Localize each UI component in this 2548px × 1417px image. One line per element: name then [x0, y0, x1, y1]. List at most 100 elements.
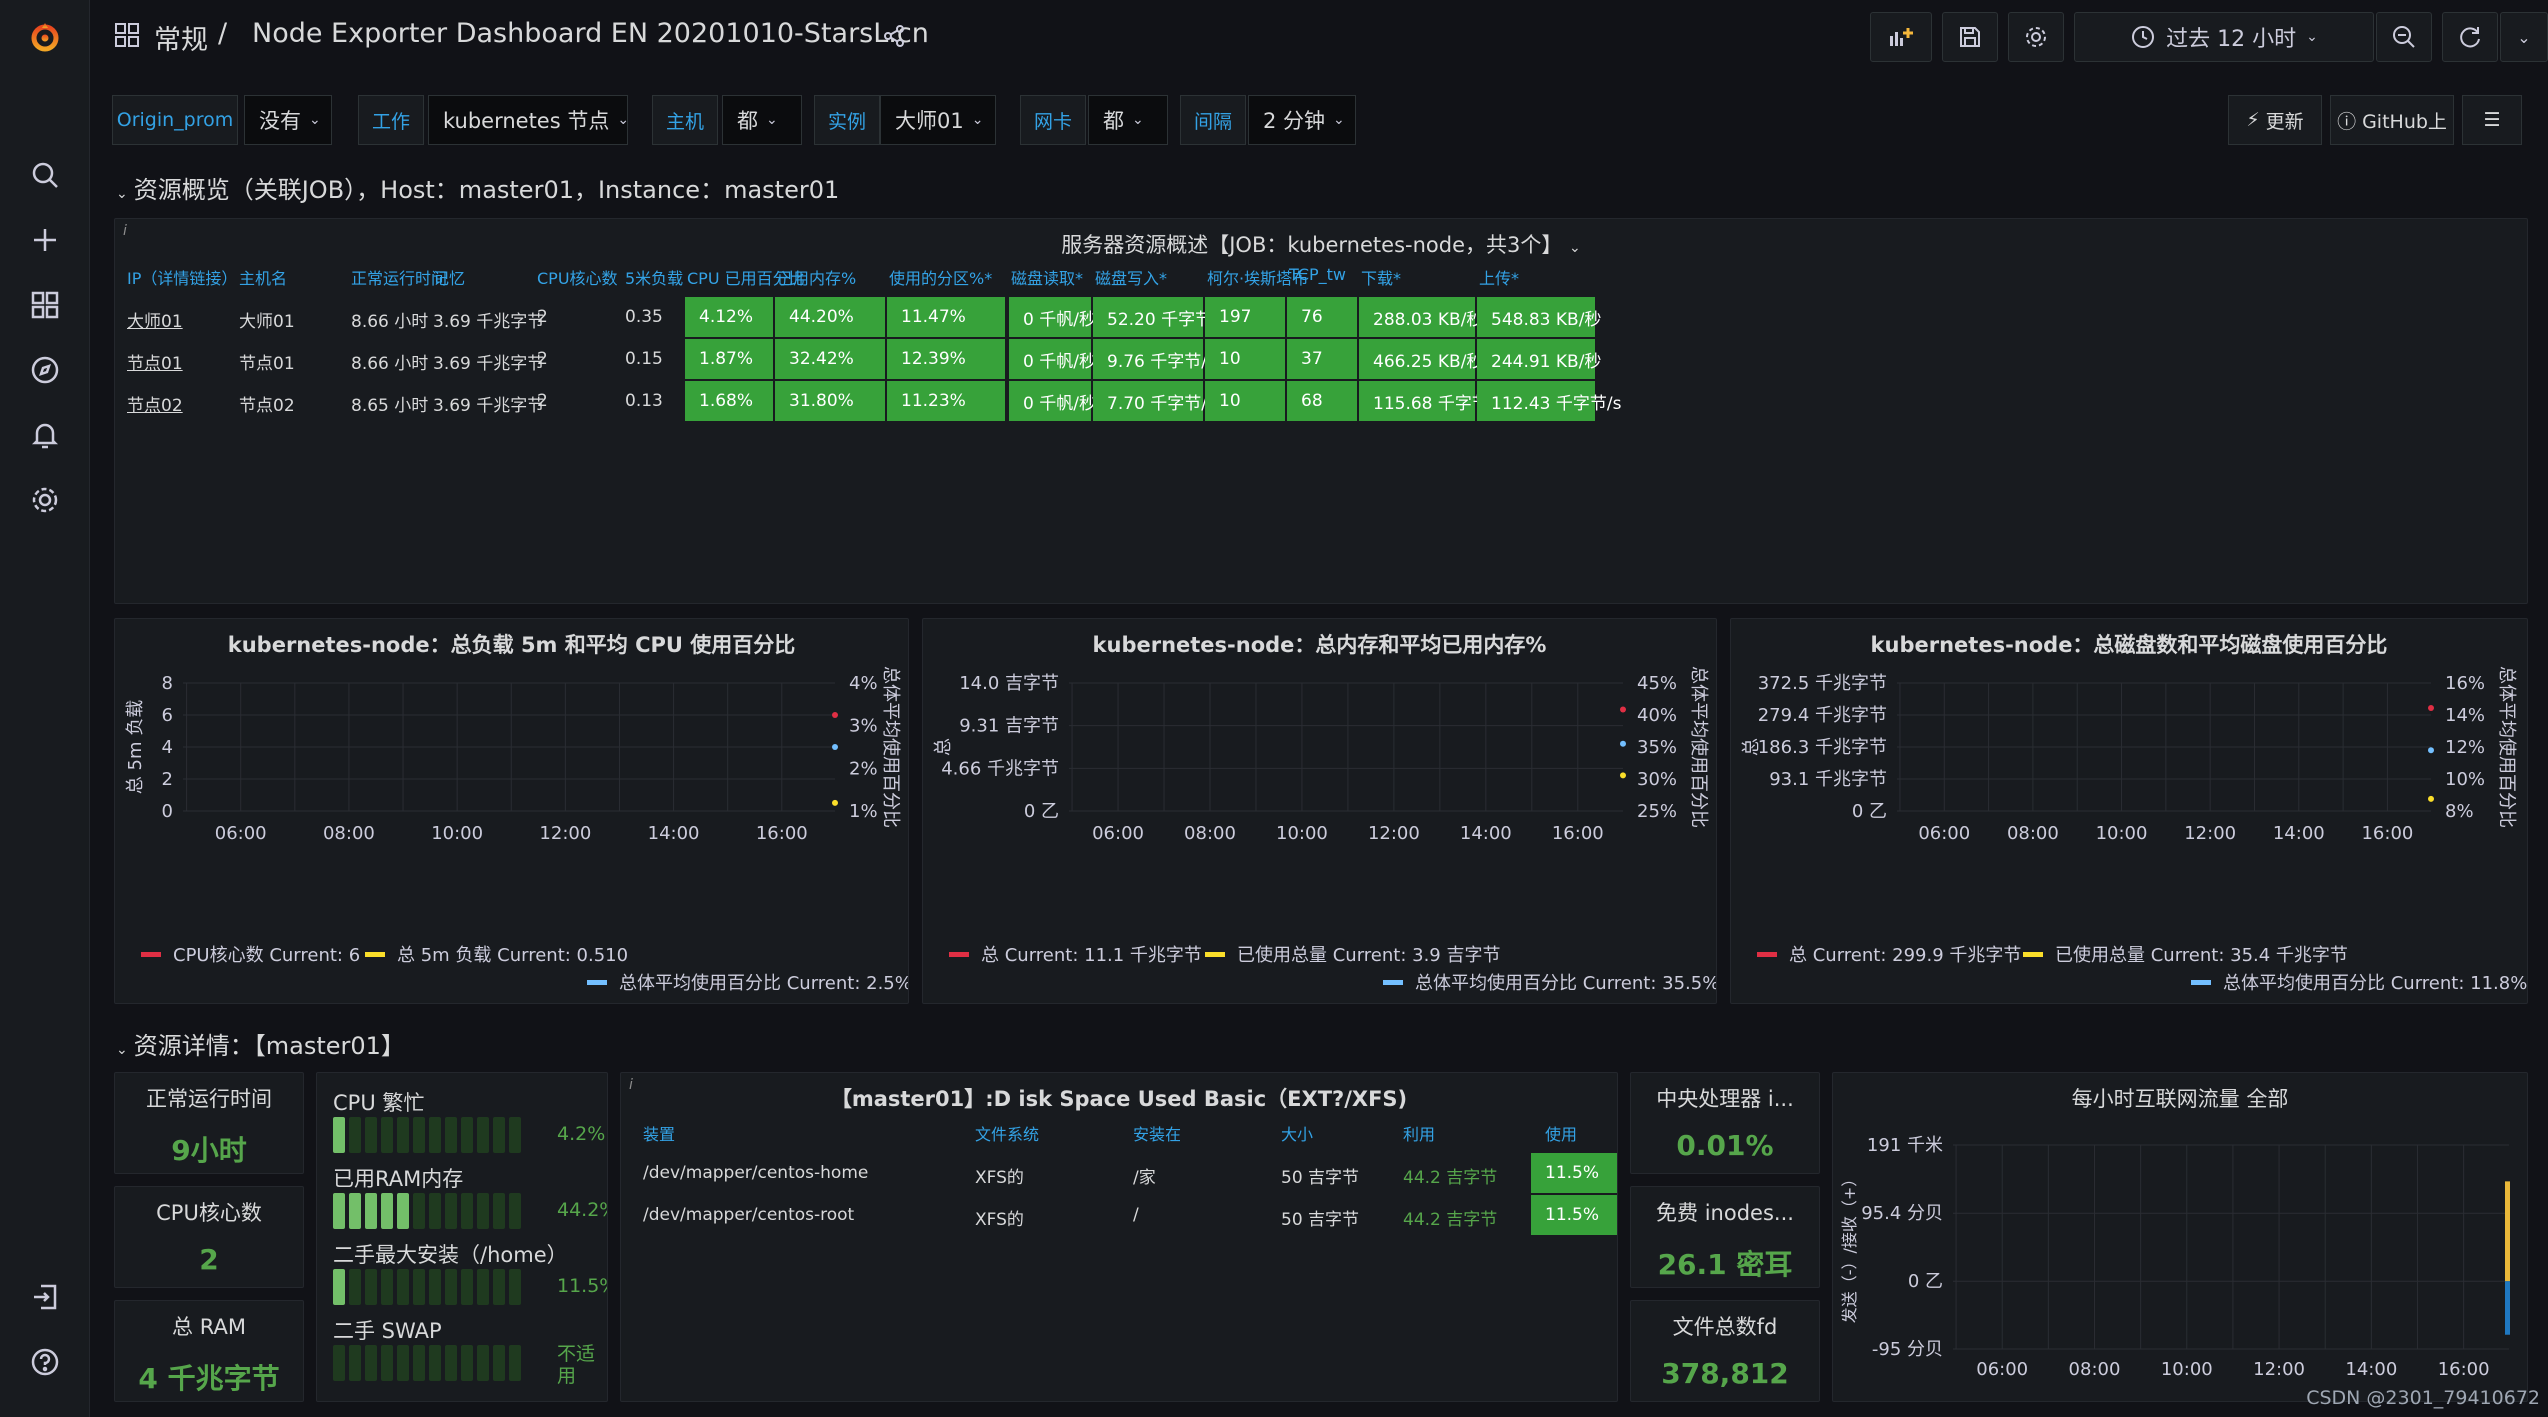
disk-col-header[interactable]: 使用: [1545, 1125, 1578, 1144]
disk-col-header[interactable]: 大小: [1281, 1125, 1314, 1144]
overview-col-header[interactable]: 磁盘读取*: [1011, 269, 1084, 288]
overview-col-header[interactable]: IP（详情链接）: [127, 269, 238, 288]
mem-legend-2[interactable]: 总体平均使用百分比 Current: 35.5%: [1383, 969, 1716, 995]
overview-col-header[interactable]: TCP_tw: [1289, 265, 1347, 284]
overview-col-header[interactable]: 已用内存%: [777, 269, 857, 288]
traffic-bar-0[interactable]: [2505, 1181, 2510, 1282]
dashboards-icon[interactable]: [20, 280, 70, 330]
overview-col-header[interactable]: CPU核心数: [537, 269, 618, 288]
bell-icon[interactable]: [20, 410, 70, 460]
grafana-logo-icon[interactable]: [20, 12, 70, 62]
add-panel-button[interactable]: [1870, 12, 1932, 62]
compass-icon[interactable]: [20, 345, 70, 395]
overview-cell-1: 节点02: [239, 396, 295, 416]
links-menu-button[interactable]: ☰: [2462, 95, 2522, 145]
cpu-legend-2[interactable]: 总体平均使用百分比 Current: 2.5%: [587, 969, 908, 995]
cpu-legend-1[interactable]: 总 5m 负载 Current: 0.510: [365, 941, 628, 967]
series-point[interactable]: [832, 744, 838, 750]
search-icon[interactable]: [20, 150, 70, 200]
cores-stat-title[interactable]: CPU核心数: [156, 1201, 262, 1225]
series-point[interactable]: [1620, 772, 1626, 779]
update-link[interactable]: ⚡ 更新: [2228, 95, 2322, 145]
refresh-button[interactable]: [2442, 12, 2498, 62]
overview-cell-14: 548.83 KB/秒: [1477, 297, 1601, 337]
plus-icon[interactable]: [20, 215, 70, 265]
sign-in-icon[interactable]: [20, 1272, 70, 1322]
gear-icon[interactable]: [20, 475, 70, 525]
info-icon[interactable]: i: [629, 1077, 633, 1093]
overview-col-header[interactable]: 上传*: [1479, 269, 1520, 288]
time-picker-button[interactable]: 过去 12 小时 ⌄: [2074, 12, 2374, 62]
overview-cell-7: 32.42%: [775, 339, 885, 379]
var-select-job[interactable]: kubernetes 节点 ⌄: [428, 95, 629, 145]
disk-legend-0[interactable]: 总 Current: 299.9 千兆字节: [1757, 941, 2021, 967]
var-select-nic[interactable]: 都 ⌄: [1088, 95, 1168, 145]
cpu-legend-0[interactable]: CPU核心数 Current: 6: [141, 941, 360, 967]
overview-col-header[interactable]: 下载*: [1361, 269, 1402, 288]
github-link[interactable]: ⓘ GitHub上: [2330, 95, 2454, 145]
info-icon[interactable]: i: [123, 223, 127, 239]
mem-legend-0[interactable]: 总 Current: 11.1 千兆字节: [949, 941, 1202, 967]
disk-col-header[interactable]: 利用: [1403, 1125, 1436, 1144]
dashboard-title[interactable]: Node Exporter Dashboard EN 20201010-Star…: [252, 18, 929, 49]
row-overview-title[interactable]: ⌄ 资源概览（关联JOB），Host：master01，Instance：mast…: [116, 170, 839, 205]
mem-legend-1[interactable]: 已使用总量 Current: 3.9 吉字节: [1205, 941, 1500, 967]
series-point[interactable]: [1620, 740, 1626, 747]
var-select-interval[interactable]: 2 分钟 ⌄: [1248, 95, 1356, 145]
refresh-interval-dropdown[interactable]: ⌄: [2500, 12, 2548, 62]
series-point[interactable]: [832, 712, 838, 718]
y-right-tick: 10%: [2445, 769, 2485, 790]
inodes-stat-title[interactable]: 免费 inodes...: [1656, 1201, 1794, 1225]
var-select-host[interactable]: 都 ⌄: [722, 95, 802, 145]
disk-table-title[interactable]: 【master01】:D isk Space Used Basic（EXT?/X…: [830, 1087, 1408, 1111]
overview-ip-link[interactable]: 大师01: [127, 312, 183, 332]
share-icon[interactable]: [882, 24, 906, 48]
bargauge-segment: [509, 1193, 521, 1229]
series-point[interactable]: [2428, 747, 2434, 754]
disk-legend-2[interactable]: 总体平均使用百分比 Current: 11.8%: [2191, 969, 2527, 995]
save-button[interactable]: [1942, 12, 1998, 62]
settings-button[interactable]: [2008, 12, 2064, 62]
overview-col-header[interactable]: 5米负载: [625, 269, 684, 288]
cpu-chart-plot: 0 2 4 6 8 1% 2% 3% 4% 06:00 08:00 10:00 12:00 14:00 16…: [125, 666, 901, 844]
y-right-tick: 16%: [2445, 673, 2485, 694]
disk-legend-1[interactable]: 已使用总量 Current: 35.4 千兆字节: [2023, 941, 2348, 967]
mem-chart-title[interactable]: kubernetes-node：总内存和平均已用内存%: [1092, 633, 1547, 657]
net-traffic-title[interactable]: 每小时互联网流量 全部: [2071, 1087, 2289, 1111]
overview-table-title[interactable]: 服务器资源概述【JOB：kubernetes-node，共3个】 ⌄: [115, 229, 2527, 259]
row-details-title[interactable]: ⌄ 资源详情：【master01】: [116, 1026, 405, 1061]
overview-col-header[interactable]: 使用的分区%*: [889, 269, 993, 288]
overview-col-header[interactable]: 记忆: [433, 269, 466, 288]
series-point[interactable]: [2428, 704, 2434, 711]
overview-col-header[interactable]: 主机名: [239, 269, 288, 288]
disk-chart-title[interactable]: kubernetes-node：总磁盘数和平均磁盘使用百分比: [1870, 633, 2388, 657]
var-select-instance[interactable]: 大师01 ⌄: [880, 95, 996, 145]
traffic-bar-1[interactable]: [2505, 1281, 2510, 1335]
overview-ip-link[interactable]: 节点01: [127, 354, 183, 374]
ram-stat-title[interactable]: 总 RAM: [172, 1315, 246, 1339]
cpu-iowait-stat-title[interactable]: 中央处理器 i...: [1656, 1087, 1794, 1111]
overview-cell-5: 0.15: [625, 349, 663, 369]
disk-col-header[interactable]: 装置: [643, 1125, 676, 1144]
disk-col-header[interactable]: 文件系统: [975, 1125, 1040, 1144]
y-right-label: 总体平均使用百分比: [1688, 666, 1709, 828]
uptime-stat-title[interactable]: 正常运行时间: [146, 1087, 272, 1111]
fd-stat-title[interactable]: 文件总数fd: [1672, 1315, 1778, 1339]
overview-col-header[interactable]: CPU 已用百分比: [687, 269, 805, 288]
help-icon[interactable]: [20, 1337, 70, 1387]
series-point[interactable]: [1620, 706, 1626, 713]
overview-cell-11: 10: [1205, 381, 1285, 421]
zoom-out-button[interactable]: [2376, 12, 2432, 62]
overview-col-header[interactable]: 磁盘写入*: [1095, 269, 1168, 288]
breadcrumb-folder[interactable]: 常规: [154, 25, 208, 56]
disk-col-header[interactable]: 安装在: [1133, 1125, 1182, 1144]
overview-col-header[interactable]: 柯尔·埃斯塔布: [1207, 269, 1309, 288]
overview-col-header[interactable]: 正常运行时间: [351, 269, 448, 288]
variables-bar: Origin_prom 没有 ⌄ 工作 kubernetes 节点 ⌄ 主机 都 ⌄ …: [112, 95, 2532, 145]
cpu-chart-title[interactable]: kubernetes-node：总负载 5m 和平均 CPU 使用百分比: [227, 633, 796, 657]
overview-ip-link[interactable]: 节点02: [127, 396, 183, 416]
var-select-origin-prom[interactable]: 没有 ⌄: [244, 95, 332, 145]
series-point[interactable]: [2428, 795, 2434, 802]
series-point[interactable]: [832, 799, 838, 806]
bargauge-label: 二手 SWAP: [333, 1319, 442, 1343]
